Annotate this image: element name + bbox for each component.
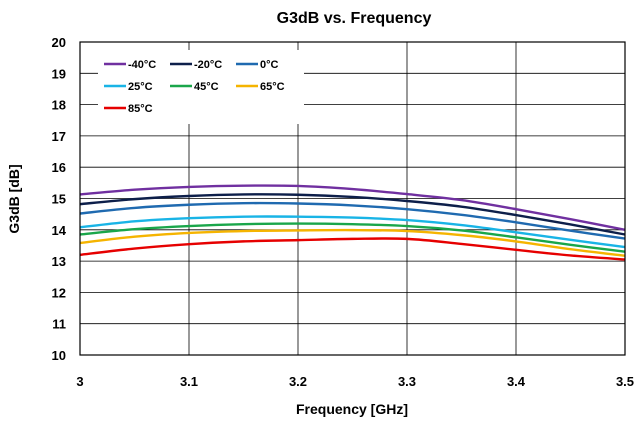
series-line [79, 222, 626, 253]
legend-label: -20°C [194, 59, 222, 71]
y-tick-label: 20 [52, 35, 66, 50]
series-line [79, 201, 626, 240]
legend-box [98, 50, 304, 124]
y-tick-label: 15 [52, 192, 66, 207]
y-tick-label: 17 [52, 129, 66, 144]
series-line [79, 215, 626, 249]
y-tick-label: 18 [52, 98, 66, 113]
y-tick-labels: 10 11 12 13 14 15 16 17 18 19 20 [52, 35, 67, 363]
y-tick-label: 19 [52, 66, 66, 81]
legend-label: 25°C [128, 81, 153, 93]
y-axis-label: G3dB [dB] [6, 164, 22, 233]
x-tick-label: 3 [76, 374, 83, 389]
y-tick-label: 10 [52, 348, 66, 363]
chart-title: G3dB vs. Frequency [277, 10, 432, 27]
x-axis-label: Frequency [GHz] [296, 401, 408, 417]
x-tick-labels: 3 3.1 3.2 3.3 3.4 3.5 [76, 374, 634, 389]
legend-label: 65°C [260, 81, 285, 93]
y-tick-label: 14 [52, 223, 67, 238]
legend-label: 45°C [194, 81, 219, 93]
x-tick-label: 3.4 [507, 374, 526, 389]
plot-area-frame [79, 41, 626, 356]
series-lines [79, 184, 626, 261]
y-tick-label: 13 [52, 254, 66, 269]
legend-label: 0°C [260, 59, 279, 71]
series-line [79, 228, 626, 257]
x-tick-label: 3.2 [289, 374, 307, 389]
x-tick-label: 3.3 [398, 374, 416, 389]
y-tick-label: 16 [52, 160, 66, 175]
y-tick-label: 11 [52, 317, 66, 332]
legend-label: 85°C [128, 103, 153, 115]
series-line [79, 237, 626, 261]
legend-label: -40°C [128, 59, 156, 71]
legend: -40°C -20°C 0°C 25°C 45°C 65°C 85°C [98, 50, 304, 124]
y-tick-label: 12 [52, 285, 66, 300]
x-tick-label: 3.5 [616, 374, 634, 389]
series-line [79, 193, 626, 236]
series-line [79, 184, 626, 231]
x-tick-label: 3.1 [180, 374, 198, 389]
